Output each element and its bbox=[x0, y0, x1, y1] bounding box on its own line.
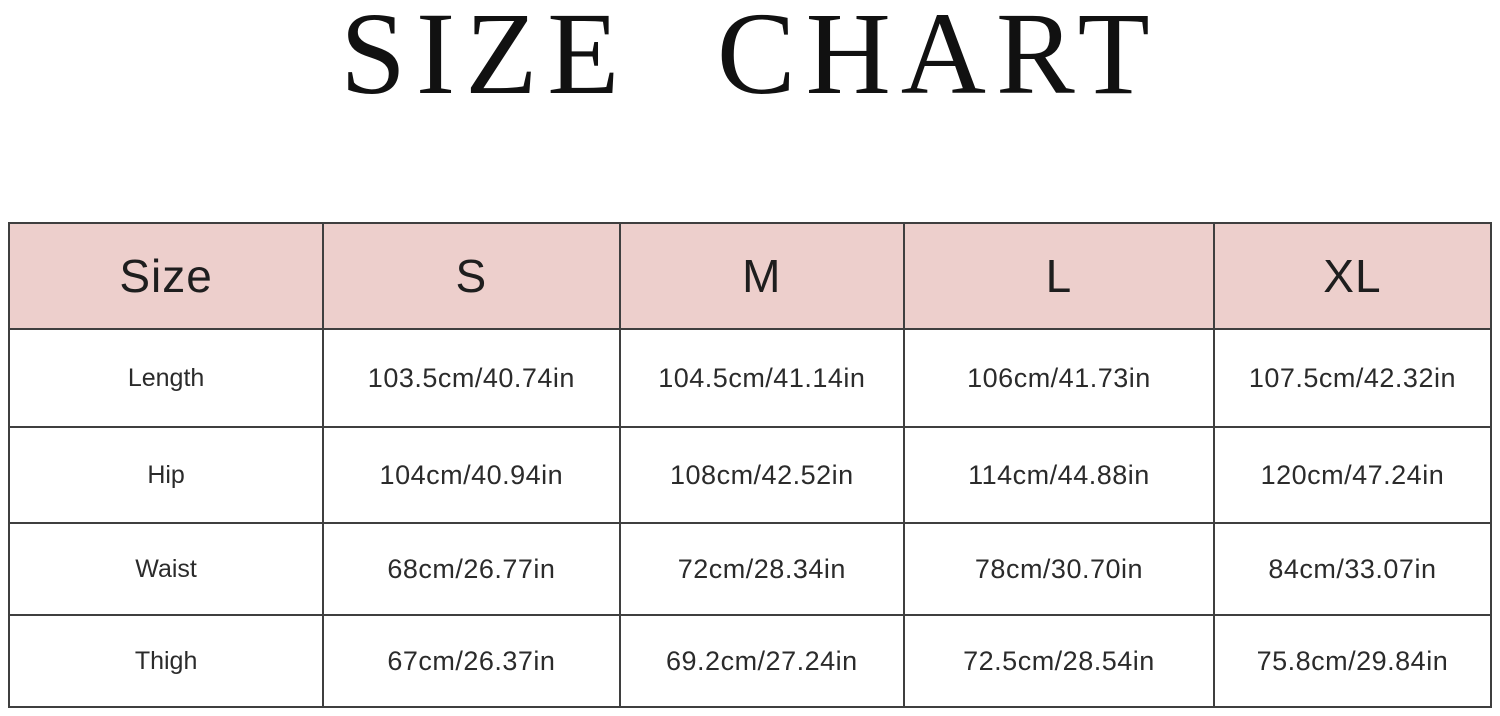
header-cell-xl: XL bbox=[1212, 222, 1493, 330]
row-label-thigh: Thigh bbox=[7, 614, 325, 708]
table-row-waist: Waist 68cm/26.77in 72cm/28.34in 78cm/30.… bbox=[7, 522, 1493, 616]
size-chart-table: Size S M L XL Length 103.5cm/40.74in 104… bbox=[7, 222, 1493, 708]
header-cell-size: Size bbox=[7, 222, 325, 330]
header-row: Size S M L XL bbox=[7, 222, 1493, 330]
cell-hip-m: 108cm/42.52in bbox=[618, 426, 906, 524]
row-label-hip: Hip bbox=[7, 426, 325, 524]
cell-waist-l: 78cm/30.70in bbox=[903, 522, 1215, 616]
table-row-thigh: Thigh 67cm/26.37in 69.2cm/27.24in 72.5cm… bbox=[7, 614, 1493, 708]
table-header: Size S M L XL bbox=[7, 222, 1493, 330]
header-cell-m: M bbox=[618, 222, 906, 330]
cell-hip-xl: 120cm/47.24in bbox=[1212, 426, 1493, 524]
row-label-length: Length bbox=[7, 328, 325, 428]
cell-thigh-xl: 75.8cm/29.84in bbox=[1212, 614, 1493, 708]
table-row-length: Length 103.5cm/40.74in 104.5cm/41.14in 1… bbox=[7, 328, 1493, 428]
header-cell-s: S bbox=[322, 222, 621, 330]
page-title: SIZE CHART bbox=[340, 0, 1160, 119]
cell-length-l: 106cm/41.73in bbox=[903, 328, 1215, 428]
cell-thigh-m: 69.2cm/27.24in bbox=[618, 614, 906, 708]
header-cell-l: L bbox=[903, 222, 1215, 330]
cell-length-s: 103.5cm/40.74in bbox=[322, 328, 621, 428]
cell-waist-xl: 84cm/33.07in bbox=[1212, 522, 1493, 616]
table-body: Length 103.5cm/40.74in 104.5cm/41.14in 1… bbox=[7, 328, 1493, 708]
cell-hip-s: 104cm/40.94in bbox=[322, 426, 621, 524]
cell-hip-l: 114cm/44.88in bbox=[903, 426, 1215, 524]
cell-thigh-s: 67cm/26.37in bbox=[322, 614, 621, 708]
cell-thigh-l: 72.5cm/28.54in bbox=[903, 614, 1215, 708]
table-row-hip: Hip 104cm/40.94in 108cm/42.52in 114cm/44… bbox=[7, 426, 1493, 524]
cell-waist-s: 68cm/26.77in bbox=[322, 522, 621, 616]
cell-length-xl: 107.5cm/42.32in bbox=[1212, 328, 1493, 428]
cell-length-m: 104.5cm/41.14in bbox=[618, 328, 906, 428]
row-label-waist: Waist bbox=[7, 522, 325, 616]
cell-waist-m: 72cm/28.34in bbox=[618, 522, 906, 616]
